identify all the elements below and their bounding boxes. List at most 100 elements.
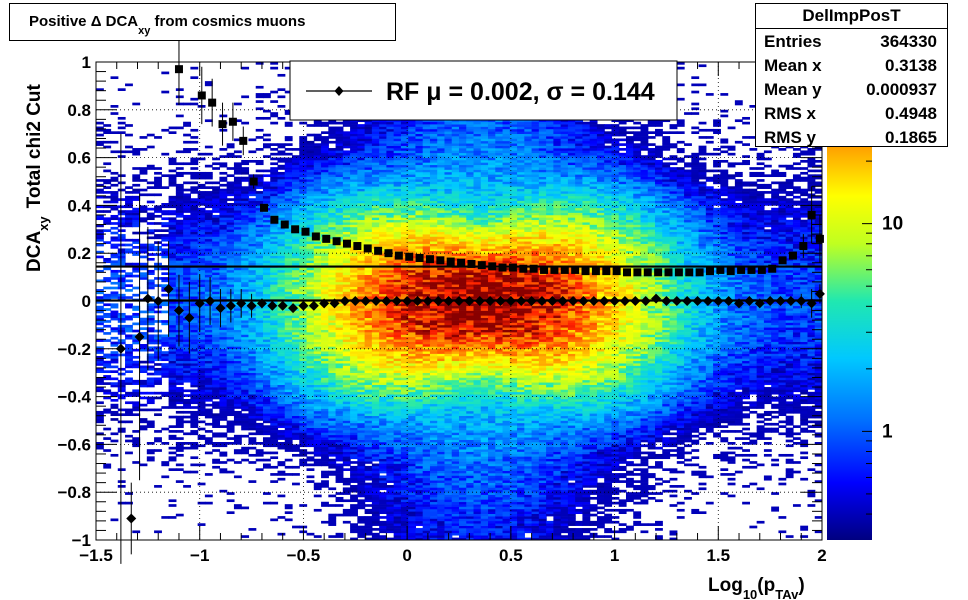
heatmap-cell — [233, 214, 242, 218]
heatmap-cell — [139, 344, 148, 347]
heatmap-cell — [371, 348, 380, 352]
heatmap-cell — [371, 293, 380, 297]
heatmap-cell — [248, 138, 257, 142]
heatmap-cell — [204, 291, 213, 295]
heatmap-cell — [357, 186, 366, 189]
heatmap-cell — [175, 224, 184, 228]
heatmap-cell — [335, 499, 344, 503]
heatmap-cell — [241, 320, 250, 323]
heatmap-cell — [313, 253, 322, 256]
heatmap-cell — [161, 174, 170, 178]
heatmap-cell — [379, 420, 387, 424]
heatmap-cell — [284, 367, 293, 371]
heatmap-cell — [386, 327, 395, 330]
heatmap-cell — [154, 176, 162, 180]
heatmap-cell — [284, 124, 293, 127]
heatmap-cell — [313, 434, 322, 438]
heatmap-cell — [386, 463, 395, 467]
heatmap-cell — [364, 461, 373, 464]
heatmap-cell — [313, 277, 322, 280]
heatmap-cell — [306, 236, 315, 240]
heatmap-cell — [175, 382, 184, 385]
heatmap-cell — [306, 336, 315, 340]
heatmap-cell — [371, 210, 380, 213]
heatmap-cell — [357, 310, 366, 314]
heatmap-cell — [342, 365, 351, 369]
heatmap-cell — [379, 418, 387, 421]
heatmap-cell — [248, 384, 257, 388]
heatmap-cell — [270, 195, 279, 199]
heatmap-cell — [350, 389, 358, 393]
heatmap-cell — [132, 406, 141, 409]
heatmap-cell — [350, 537, 358, 540]
heatmap-cell — [313, 284, 322, 287]
heatmap-cell — [379, 241, 387, 244]
heatmap-cell — [168, 451, 177, 455]
heatmap-cell — [357, 339, 366, 342]
heatmap-cell — [125, 219, 133, 223]
heatmap-cell — [197, 219, 206, 223]
heatmap-cell — [146, 284, 155, 287]
heatmap-cell — [306, 422, 315, 426]
heatmap-cell — [299, 346, 308, 350]
heatmap-cell — [241, 372, 250, 376]
heatmap-cell — [183, 415, 191, 419]
heatmap-cell — [132, 222, 141, 225]
heatmap-cell — [350, 140, 358, 144]
heatmap-cell — [183, 470, 191, 474]
heatmap-cell — [248, 289, 257, 292]
heatmap-cell — [248, 403, 257, 407]
heatmap-cell — [125, 250, 133, 254]
heatmap-cell — [175, 324, 184, 328]
heatmap-cell — [306, 420, 315, 424]
heatmap-cell — [357, 253, 366, 256]
heatmap-cell — [306, 312, 315, 316]
heatmap-cell — [328, 305, 337, 309]
heatmap-cell — [364, 358, 373, 362]
heatmap-cell — [386, 246, 395, 249]
heatmap-cell — [350, 451, 358, 455]
heatmap-cell — [321, 179, 329, 182]
heatmap-cell — [139, 205, 148, 209]
heatmap-cell — [168, 289, 177, 292]
heatmap-cell — [117, 387, 126, 390]
heatmap-cell — [262, 260, 271, 264]
heatmap-cell — [168, 389, 177, 393]
heatmap-cell — [175, 425, 184, 428]
heatmap-cell — [241, 401, 250, 405]
heatmap-cell — [306, 200, 315, 204]
heatmap-cell — [233, 451, 242, 455]
heatmap-cell — [335, 432, 344, 436]
heatmap-cell — [248, 203, 257, 206]
heatmap-cell — [386, 396, 395, 400]
heatmap-cell — [364, 389, 373, 393]
heatmap-cell — [226, 186, 235, 189]
heatmap-cell — [342, 279, 351, 283]
heatmap-cell — [364, 320, 373, 323]
heatmap-cell — [117, 353, 126, 357]
heatmap-cell — [233, 279, 242, 283]
heatmap-cell — [371, 427, 380, 431]
heatmap-cell — [204, 212, 213, 216]
heatmap-cell — [321, 360, 329, 364]
heatmap-cell — [190, 207, 199, 211]
heatmap-cell — [335, 136, 344, 139]
heatmap-cell — [350, 434, 358, 438]
heatmap-cell — [379, 150, 387, 154]
heatmap-cell — [146, 382, 155, 385]
heatmap-cell — [154, 370, 162, 373]
heatmap-cell — [248, 315, 257, 319]
heatmap-cell — [350, 485, 358, 488]
heatmap-cell — [371, 176, 380, 180]
heatmap-cell — [299, 281, 308, 285]
heatmap-cell — [248, 401, 257, 405]
heatmap-cell — [284, 191, 293, 194]
heatmap-cell — [262, 200, 271, 204]
heatmap-cell — [371, 437, 380, 440]
heatmap-cell — [248, 255, 257, 259]
heatmap-cell — [364, 434, 373, 438]
heatmap-cell — [226, 329, 235, 333]
heatmap-cell — [277, 73, 286, 77]
heatmap-cell — [168, 260, 177, 264]
heatmap-cell — [233, 291, 242, 295]
